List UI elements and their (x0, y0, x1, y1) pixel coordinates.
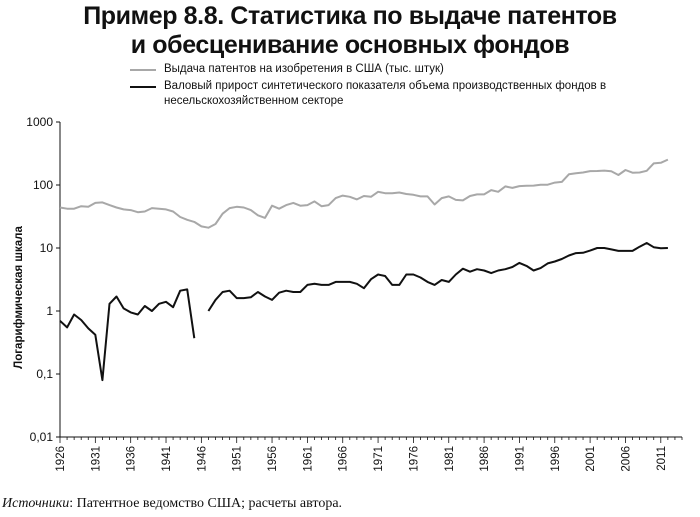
y-tick-label: 0,01 (30, 430, 54, 444)
line-chart: 0,01 0,1 1 10 100 1000 Логарифмическая шкала 19… (13, 115, 683, 472)
x-tick-label: 1996 (550, 446, 562, 472)
x-tick-label: 1966 (338, 446, 350, 472)
y-tick-label: 1 (46, 304, 53, 318)
x-tick-label: 1986 (479, 446, 491, 472)
legend-label-patents: Выдача патентов на изобретения в США (ты… (164, 63, 444, 75)
x-tick-label: 1956 (267, 446, 279, 472)
series-line-capital-stock (59, 288, 196, 382)
x-tick-label: 1976 (408, 446, 420, 472)
x-tick-label: 1936 (126, 446, 138, 472)
legend-swatch-capital (130, 86, 156, 88)
y-axis-title: Логарифмическая шкала (13, 226, 25, 369)
legend-swatch-patents (130, 69, 156, 71)
x-tick-label: 2011 (656, 446, 668, 471)
legend-entry-capital: Валовый прирост синтетического показател… (130, 79, 644, 109)
x-tick-label: 1981 (444, 446, 456, 472)
x-tick-label: 1971 (373, 446, 385, 472)
legend-entry-patents: Выдача патентов на изобретения в США (ты… (130, 62, 644, 77)
source-text: : Патентное ведомство США; расчеты автор… (69, 496, 343, 511)
x-tick-label: 2006 (620, 446, 632, 472)
chart-title: Пример 8.8. Статистика по выдаче патенто… (0, 2, 700, 60)
legend-label-capital: Валовый прирост синтетического показател… (164, 80, 607, 107)
y-tick-label: 100 (33, 178, 53, 192)
chart-legend: Выдача патентов на изобретения в США (ты… (130, 62, 644, 111)
x-tick-label: 2001 (585, 446, 597, 472)
y-tick-label: 10 (40, 241, 54, 255)
x-tick-label: 1991 (514, 446, 526, 472)
series-line-patents (59, 158, 669, 229)
y-tick-label: 1000 (26, 115, 53, 129)
source-note: Источники: Патентное ведомство США; расч… (2, 496, 342, 512)
source-label: Источники (2, 496, 70, 511)
x-tick-label: 1951 (232, 446, 244, 472)
y-tick-label: 0,1 (36, 367, 53, 381)
x-tick-label: 1946 (196, 446, 208, 472)
x-tick-label: 1961 (302, 446, 314, 472)
chart-title-line-2: и обесценивание основных фондов (130, 31, 570, 59)
x-tick-label: 1941 (161, 446, 173, 472)
series-line-capital-stock (207, 242, 668, 312)
chart-title-line-1: Пример 8.8. Статистика по выдаче патенто… (83, 2, 617, 30)
x-tick-label: 1926 (55, 446, 67, 472)
x-tick-label: 1931 (90, 446, 102, 472)
